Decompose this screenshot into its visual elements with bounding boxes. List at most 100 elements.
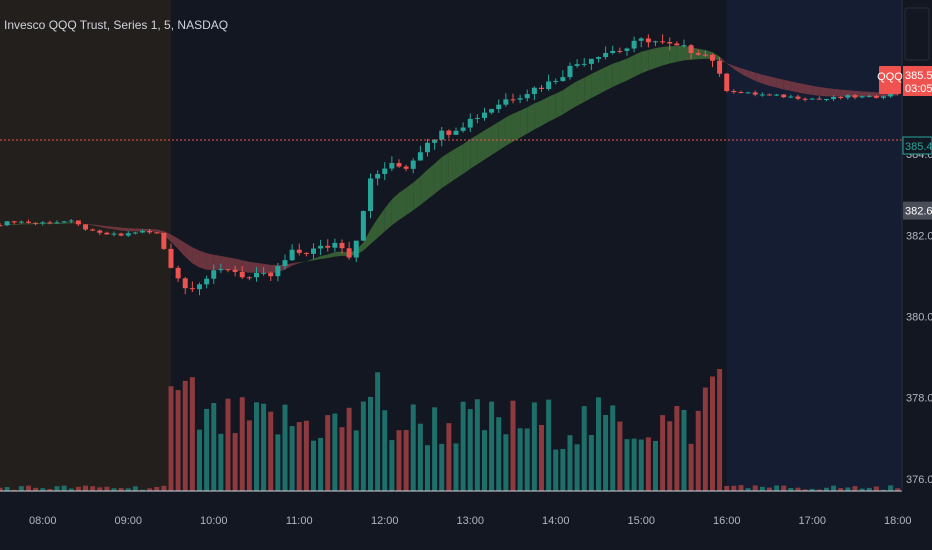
- candle-body: [211, 270, 217, 279]
- candle-body: [253, 272, 259, 278]
- candle-body: [439, 130, 445, 140]
- x-tick-label: 13:00: [456, 515, 484, 527]
- ema-band-segment: [869, 91, 877, 97]
- volume-bar: [197, 429, 202, 491]
- candle-body: [752, 92, 758, 95]
- volume-bar: [802, 489, 808, 491]
- ema-band-segment: [398, 188, 407, 220]
- candle-body: [496, 104, 502, 110]
- scale-mode-button[interactable]: [904, 7, 930, 61]
- volume-bar: [560, 448, 566, 491]
- candle-body: [574, 64, 580, 66]
- candle-body: [674, 43, 680, 46]
- volume-bar: [225, 398, 231, 491]
- volume-bar: [603, 414, 609, 491]
- ema-band-segment: [833, 88, 841, 97]
- candle-body: [538, 87, 544, 89]
- candle-body: [610, 50, 616, 53]
- x-tick-label: 09:00: [114, 515, 142, 527]
- volume-bar: [453, 443, 459, 491]
- candle-body: [645, 38, 651, 43]
- volume-bar: [97, 487, 103, 491]
- candle-body: [859, 96, 865, 98]
- volume-bar: [546, 399, 552, 491]
- candle-body: [788, 96, 794, 98]
- volume-bar: [745, 488, 751, 491]
- candle-body: [225, 269, 231, 271]
- x-tick-label: 12:00: [371, 515, 399, 527]
- candle-body: [474, 117, 480, 119]
- candle-body: [353, 240, 359, 258]
- y-tick-label: 382.00: [906, 230, 932, 242]
- candle-body: [325, 245, 331, 248]
- volume-bar: [481, 430, 487, 491]
- chart-title: Invesco QQQ Trust, Series 1, 5, NASDAQ: [4, 18, 229, 32]
- volume-bar: [310, 440, 316, 491]
- candle-body: [831, 96, 837, 100]
- candle-body: [310, 248, 316, 254]
- candle-body: [510, 99, 516, 101]
- candle-body: [382, 168, 388, 175]
- ema-band-segment: [135, 228, 143, 232]
- candle-body: [154, 232, 160, 234]
- volume-bar: [610, 405, 616, 491]
- candle-body: [197, 284, 202, 290]
- volume-bar: [424, 445, 430, 491]
- symbol-tag-bg: [879, 66, 901, 94]
- ema-band-segment: [584, 73, 592, 102]
- candle-body: [104, 232, 110, 235]
- volume-bar: [303, 420, 309, 491]
- x-tick-label: 14:00: [542, 515, 570, 527]
- ema-band-segment: [655, 46, 663, 68]
- volume-bar: [489, 401, 495, 491]
- candle-body: [517, 98, 523, 100]
- volume-bar: [332, 413, 338, 491]
- volume-bar: [0, 487, 3, 491]
- volume-bar: [282, 404, 288, 491]
- ema-band-segment: [420, 169, 428, 205]
- candle-body: [603, 52, 609, 58]
- volume-bar: [709, 376, 715, 491]
- candle-body: [731, 91, 737, 93]
- volume-bar: [239, 397, 245, 491]
- volume-bar: [325, 415, 331, 491]
- ema-band-segment: [612, 61, 620, 87]
- candle-body: [282, 260, 288, 267]
- volume-bar: [410, 404, 416, 491]
- ema-band-segment: [562, 85, 570, 115]
- ema-band-segment: [313, 256, 321, 261]
- volume-bar: [595, 397, 601, 491]
- ema-band-segment: [527, 103, 535, 134]
- candle-body: [339, 242, 345, 249]
- cursor-price-tag: 382.61: [905, 206, 932, 218]
- volume-bar: [695, 410, 701, 491]
- candle-body: [83, 224, 88, 230]
- ema-band-segment: [427, 163, 435, 200]
- volume-bar: [75, 486, 81, 491]
- ema-band-segment: [256, 262, 264, 273]
- candle-body: [467, 118, 473, 128]
- ema-band-segment: [698, 48, 706, 60]
- volume-bar: [275, 434, 281, 491]
- candle-body: [624, 48, 630, 51]
- candle-body: [189, 288, 195, 290]
- ema-band-segment: [484, 126, 492, 160]
- volume-bar: [838, 488, 844, 491]
- candle-body: [560, 77, 566, 81]
- postmarket-shading: [726, 0, 902, 491]
- candle-body: [795, 96, 801, 99]
- candle-body: [503, 99, 509, 105]
- candle-body: [873, 95, 879, 98]
- ema-band-segment: [555, 90, 563, 119]
- candle-body: [681, 45, 687, 47]
- volume-bar: [873, 486, 879, 491]
- volume-bar: [816, 489, 822, 491]
- candle-body: [617, 50, 623, 52]
- volume-bar: [175, 390, 181, 491]
- volume-bar: [26, 485, 31, 491]
- volume-bar: [268, 411, 274, 491]
- volume-bar: [788, 488, 794, 491]
- ema-band-segment: [363, 229, 371, 251]
- ema-band-segment: [790, 81, 798, 93]
